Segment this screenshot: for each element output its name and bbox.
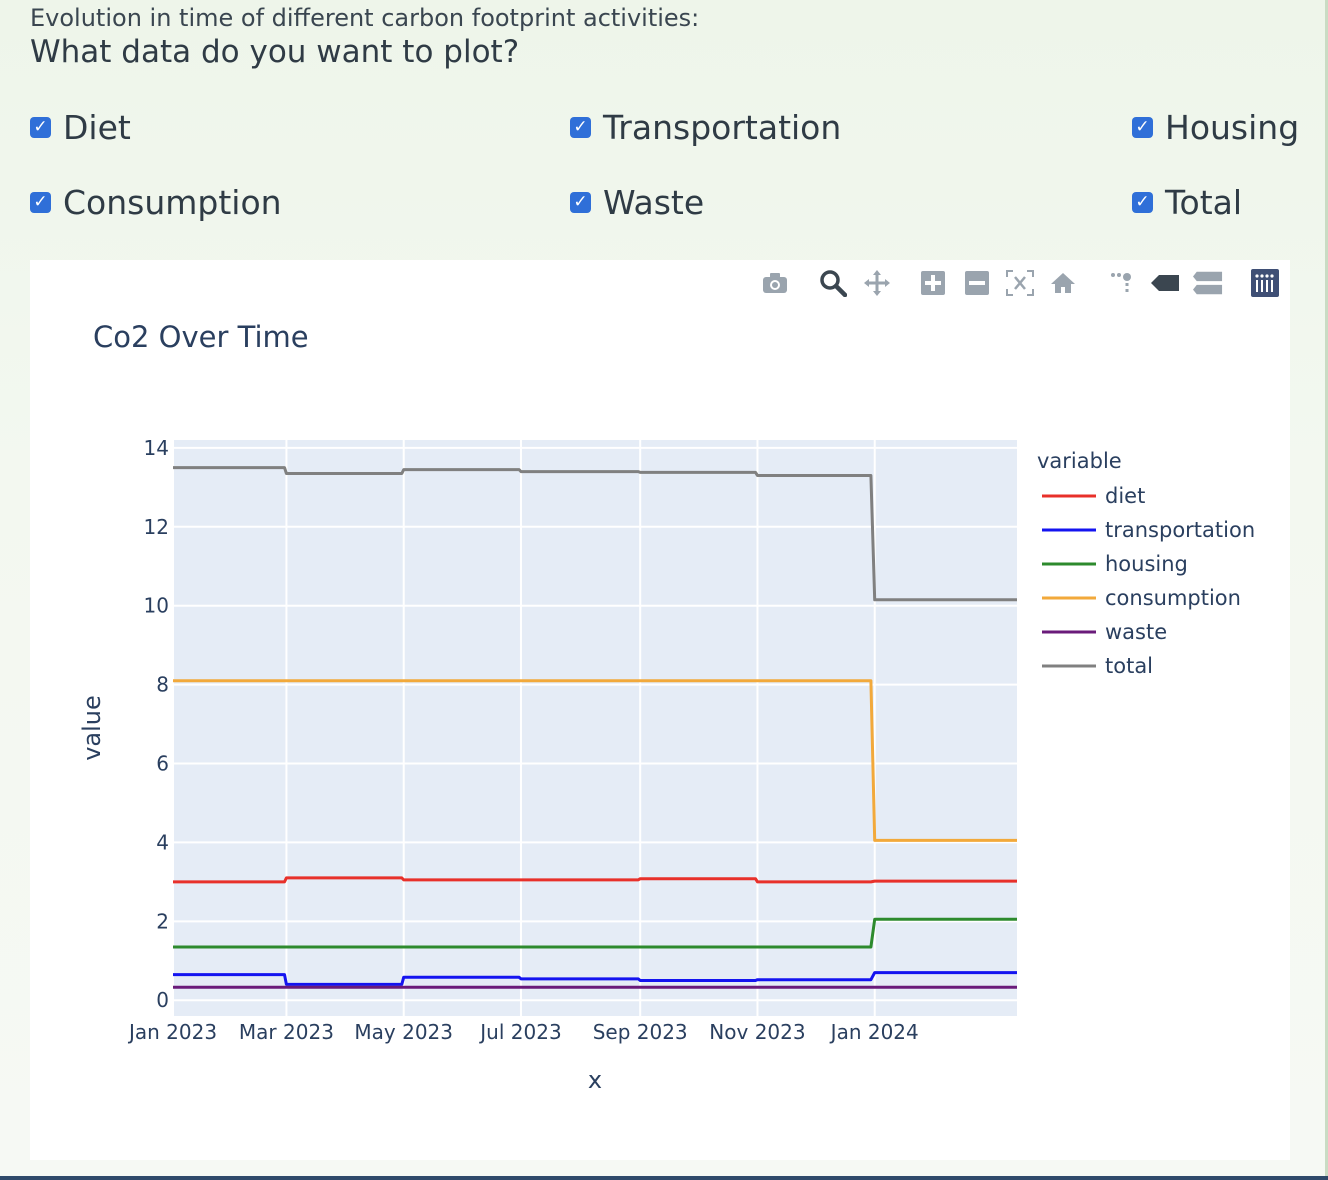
spike-lines-icon[interactable] [1108, 268, 1138, 298]
y-tick-label: 4 [156, 830, 169, 854]
series-line-consumption[interactable] [173, 679, 1017, 842]
x-tick-label: Mar 2023 [239, 1020, 334, 1044]
checkbox-transportation[interactable]: ✓ Transportation [570, 108, 841, 147]
zoom-in-icon[interactable] [918, 268, 948, 298]
autoscale-icon[interactable] [1005, 268, 1035, 298]
checkbox-label: Diet [63, 108, 131, 147]
legend: diet transportation housing consumption wast… [1042, 484, 1255, 678]
y-tick-label: 8 [156, 673, 169, 697]
checkbox-checked-icon[interactable]: ✓ [30, 117, 51, 138]
y-tick-label: 0 [156, 988, 169, 1012]
checkbox-diet[interactable]: ✓ Diet [30, 108, 131, 147]
zoom-icon[interactable] [818, 268, 848, 298]
x-tick-label: Jan 2024 [829, 1020, 919, 1044]
plot-modebar [30, 260, 1290, 306]
hover-compare-icon[interactable] [1193, 268, 1223, 298]
checkbox-consumption[interactable]: ✓ Consumption [30, 183, 282, 222]
legend-label: transportation [1105, 518, 1255, 542]
x-tick-label: Sep 2023 [593, 1020, 688, 1044]
checkbox-checked-icon[interactable]: ✓ [1132, 117, 1153, 138]
checkbox-housing[interactable]: ✓ Housing [1132, 108, 1299, 147]
checkbox-label: Waste [603, 183, 705, 222]
y-tick-label: 6 [156, 752, 169, 776]
plot-card: Co2 Over Time 0 2 4 6 8 10 12 14 Jan 2023 Mar 20… [30, 260, 1290, 1160]
checkbox-checked-icon[interactable]: ✓ [30, 192, 51, 213]
series-line-total[interactable] [173, 466, 1017, 602]
legend-item-waste[interactable]: waste [1042, 620, 1167, 644]
x-tick-label: Jul 2023 [478, 1020, 561, 1044]
checkbox-checked-icon[interactable]: ✓ [570, 192, 591, 213]
checkbox-waste[interactable]: ✓ Waste [570, 183, 704, 222]
page-bottom-bar [0, 1176, 1328, 1180]
x-tick-labels: Jan 2023 Mar 2023 May 2023 Jul 2023 Sep 2023… [127, 1020, 919, 1044]
y-tick-label: 2 [156, 909, 169, 933]
y-axis-label: value [78, 695, 106, 761]
series-line-diet[interactable] [173, 876, 1017, 884]
checkbox-label: Consumption [63, 183, 282, 222]
legend-item-transportation[interactable]: transportation [1042, 518, 1255, 542]
checkbox-checked-icon[interactable]: ✓ [1132, 192, 1153, 213]
legend-label: waste [1105, 620, 1167, 644]
x-tick-label: Nov 2023 [709, 1020, 805, 1044]
zoom-out-icon[interactable] [962, 268, 992, 298]
legend-label: diet [1105, 484, 1145, 508]
checkbox-label: Housing [1165, 108, 1300, 147]
legend-label: consumption [1105, 586, 1241, 610]
series-line-transportation[interactable] [173, 971, 1017, 986]
page-subtitle: Evolution in time of different carbon fo… [30, 4, 700, 32]
co2-chart: 0 2 4 6 8 10 12 14 Jan 2023 Mar 2023 May 2023 Jul … [78, 436, 1255, 1094]
x-axis-label: x [588, 1066, 602, 1094]
x-tick-label: May 2023 [354, 1020, 453, 1044]
series-line-housing[interactable] [173, 917, 1017, 949]
hover-closest-icon[interactable] [1150, 268, 1180, 298]
legend-label: total [1105, 654, 1153, 678]
y-tick-label: 10 [144, 594, 169, 618]
legend-label: housing [1105, 552, 1188, 576]
y-tick-label: 12 [144, 515, 169, 539]
reset-axes-icon[interactable] [1048, 268, 1078, 298]
checkbox-checked-icon[interactable]: ✓ [570, 117, 591, 138]
legend-item-total[interactable]: total [1042, 654, 1153, 678]
camera-icon[interactable] [760, 268, 790, 298]
legend-item-housing[interactable]: housing [1042, 552, 1188, 576]
checkbox-total[interactable]: ✓ Total [1132, 183, 1242, 222]
checkbox-label: Transportation [603, 108, 842, 147]
checkbox-label: Total [1165, 183, 1243, 222]
legend-item-diet[interactable]: diet [1042, 484, 1145, 508]
page-question: What data do you want to plot? [30, 34, 520, 70]
plotly-logo-icon[interactable] [1250, 268, 1280, 298]
legend-title: variable [1037, 449, 1122, 473]
y-gridlines [173, 446, 1017, 1002]
pan-icon[interactable] [862, 268, 892, 298]
x-tick-label: Jan 2023 [127, 1020, 217, 1044]
page-right-border [1325, 0, 1328, 1180]
legend-item-consumption[interactable]: consumption [1042, 586, 1241, 610]
series-lines [173, 466, 1017, 989]
y-tick-labels: 0 2 4 6 8 10 12 14 [144, 436, 169, 1012]
chart-title: Co2 Over Time [93, 320, 309, 354]
y-tick-label: 14 [144, 436, 169, 460]
